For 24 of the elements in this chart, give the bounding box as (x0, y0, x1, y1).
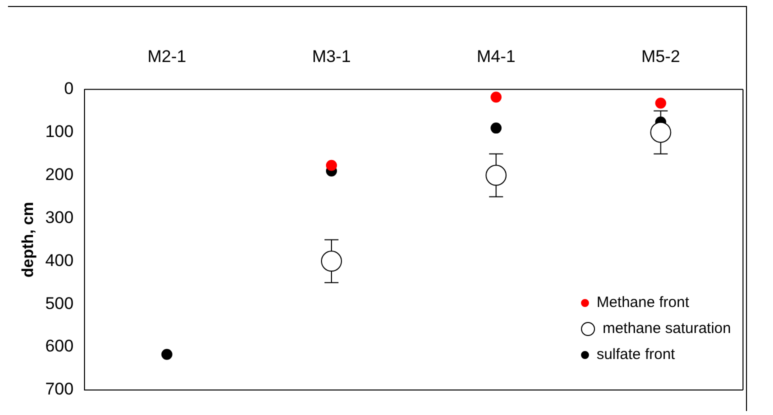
y-tick-label: 0 (64, 79, 74, 98)
y-axis-title: depth, cm (20, 202, 38, 278)
x-tick-label: M3-1 (312, 46, 351, 66)
point (490, 122, 502, 134)
y-tick-label: 700 (45, 380, 74, 399)
y-tick-label: 600 (45, 336, 74, 356)
point (650, 122, 672, 143)
y-tick-label: 300 (45, 208, 74, 227)
x-tick-label: M5-2 (641, 46, 680, 66)
y-tick-label: 100 (45, 122, 74, 142)
x-tick-label: M2-1 (148, 46, 186, 66)
point (655, 98, 666, 109)
legend-label: sulfate front (596, 345, 675, 365)
point (486, 164, 507, 186)
y-tick-label: 400 (45, 250, 74, 270)
y-tick-label: 500 (45, 294, 74, 313)
point (326, 160, 337, 171)
legend-label: methane saturation (602, 319, 731, 339)
point (490, 92, 502, 103)
x-tick-label: M4-1 (476, 46, 516, 66)
y-tick-label: 200 (45, 164, 74, 184)
point (161, 348, 172, 360)
legend-label: Methane front (596, 293, 690, 313)
point (320, 250, 342, 272)
